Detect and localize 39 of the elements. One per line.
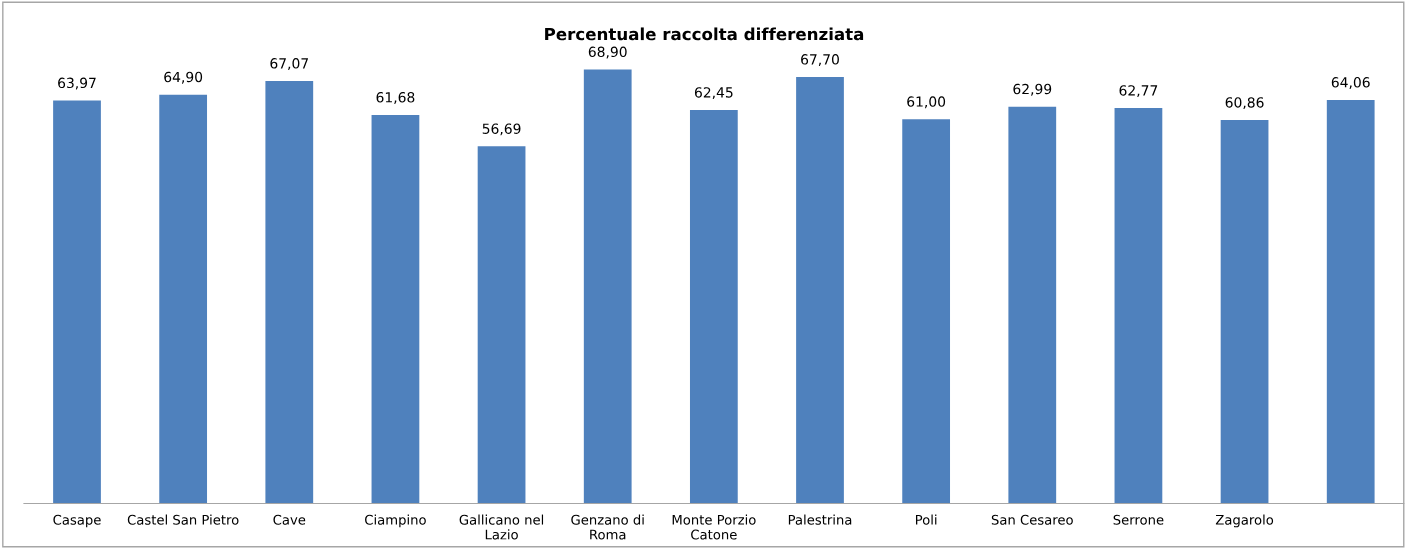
bar	[1220, 120, 1269, 504]
data-label: 67,70	[801, 54, 839, 67]
bar	[1326, 99, 1375, 504]
bar	[477, 146, 526, 504]
data-label: 62,99	[1013, 83, 1052, 96]
data-label: 63,97	[58, 77, 96, 90]
bar	[1008, 106, 1057, 504]
bar	[902, 119, 951, 504]
x-tick-label: Casape	[53, 514, 101, 528]
x-tick-label: Monte Porzio Catone	[672, 514, 756, 540]
x-tick-label: San Cesareo	[991, 514, 1073, 525]
x-tick-label: Zagarolo	[1215, 514, 1274, 528]
x-tick-label: Poli	[915, 514, 937, 525]
data-label: 67,07	[270, 58, 308, 70]
bar	[583, 69, 632, 504]
x-tick-label: Ciampino	[365, 514, 426, 528]
chart-title: Percentuale raccolta differenziata	[545, 27, 864, 41]
bar	[689, 110, 738, 504]
data-label: 61,68	[376, 92, 415, 104]
data-label: 62,45	[694, 87, 733, 100]
x-tick-label: Genzano di Roma	[571, 514, 644, 540]
bar	[53, 100, 101, 504]
x-tick-label: Serrone	[1113, 514, 1164, 525]
data-label: 64,06	[1331, 77, 1370, 89]
x-tick-label: Castel San Pietro	[127, 514, 239, 525]
data-label: 60,86	[1225, 97, 1264, 110]
x-tick-label: Cave	[273, 514, 306, 525]
bar	[371, 114, 420, 504]
data-label: 68,90	[588, 46, 627, 59]
x-tick-label: Gallicano nel Lazio	[459, 514, 544, 540]
bar	[159, 94, 208, 504]
x-tick-label: Palestrina	[788, 514, 852, 525]
data-label: 64,90	[164, 71, 203, 84]
data-label: 61,00	[907, 96, 946, 109]
data-label: 62,77	[1119, 85, 1158, 98]
bar	[265, 80, 314, 504]
bar	[1114, 108, 1163, 504]
bar	[796, 77, 844, 504]
data-label: 56,69	[482, 123, 521, 136]
